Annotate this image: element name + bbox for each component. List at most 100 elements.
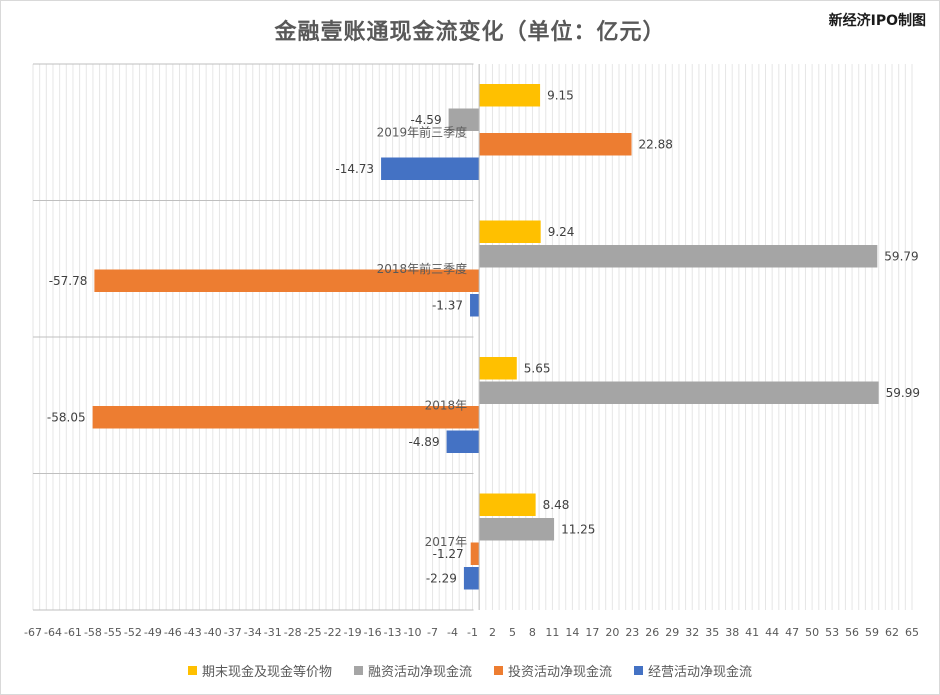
legend-item: 投资活动净现金流 (494, 661, 612, 680)
data-label: -57.78 (49, 274, 88, 288)
data-label: 8.48 (543, 498, 570, 512)
x-tick-label: -37 (224, 626, 242, 639)
legend-swatch (494, 666, 503, 675)
category-label: 2017年 (425, 535, 468, 549)
category-label: 2018年前三季度 (377, 261, 468, 276)
x-tick-label: 26 (645, 626, 659, 639)
legend-item: 经营活动净现金流 (634, 661, 752, 680)
x-tick-label: 59 (865, 626, 879, 639)
data-label: -1.27 (433, 547, 464, 561)
legend-label: 融资活动净现金流 (367, 665, 472, 680)
data-label: 9.15 (547, 88, 574, 102)
x-tick-label: 8 (529, 626, 536, 639)
x-tick-label: 47 (785, 626, 799, 639)
x-tick-label: -55 (104, 626, 122, 639)
x-tick-label: 32 (685, 626, 699, 639)
legend-swatch (187, 666, 197, 675)
x-tick-label: -4 (447, 626, 458, 639)
legend-item: 期末现金及现金等价物 (187, 661, 332, 680)
data-label: -4.89 (409, 435, 440, 449)
data-label: -14.73 (335, 162, 374, 176)
x-tick-label: 56 (845, 626, 859, 639)
x-tick-label: -52 (124, 626, 142, 639)
x-tick-label: -46 (164, 626, 182, 639)
bar (446, 430, 480, 453)
x-axis-ticks: -67 -64 -61 -58 -55 -52 -49 -46 -43 -40 -37 -34 -31-… (24, 626, 919, 639)
x-tick-label: 35 (705, 626, 719, 639)
legend: 期末现金及现金等价物 融资活动净现金流 投资活动净现金流 经营活动净现金流 (0, 661, 940, 680)
data-label: -58.05 (47, 410, 86, 424)
data-label: 59.79 (884, 249, 918, 263)
data-label: 9.24 (548, 225, 575, 239)
bar (479, 357, 517, 380)
legend-swatch (353, 666, 363, 675)
x-tick-label: -40 (204, 626, 222, 639)
x-tick-label: 38 (725, 626, 739, 639)
bar (479, 518, 555, 541)
x-tick-label: 50 (805, 626, 819, 639)
x-tick-label: -19 (344, 626, 362, 639)
x-tick-label: -28 (284, 626, 302, 639)
x-tick-label: -61 (64, 626, 82, 639)
data-label: -2.29 (426, 571, 457, 585)
bar (479, 381, 879, 404)
bar (381, 157, 480, 180)
watermark-label: 新经济IPO制图 (828, 13, 926, 29)
legend-label: 投资活动净现金流 (508, 665, 613, 680)
data-label: 11.25 (561, 522, 595, 536)
category-separators (33, 63, 474, 611)
data-label: -1.37 (432, 298, 463, 312)
x-tick-label: -58 (84, 626, 102, 639)
bar (92, 406, 480, 429)
chart-title: 金融壹账通现金流变化（单位：亿元） (274, 20, 666, 45)
x-tick-label: -34 (244, 626, 262, 639)
x-tick-label: -67 (24, 626, 42, 639)
legend-item: 融资活动净现金流 (353, 661, 472, 680)
x-tick-label: -43 (184, 626, 202, 639)
x-tick-label: -16 (364, 626, 382, 639)
x-tick-label: -64 (44, 626, 62, 639)
x-tick-label: 11 (545, 626, 559, 639)
bar (448, 108, 480, 131)
x-tick-label: 14 (565, 626, 579, 639)
data-label: -4.59 (411, 113, 442, 127)
bar (479, 220, 541, 243)
x-tick-label: 62 (885, 626, 899, 639)
x-tick-label: 23 (625, 626, 639, 639)
x-tick-label: 2 (489, 626, 496, 639)
x-tick-label: 65 (905, 626, 919, 639)
x-tick-label: -25 (304, 626, 322, 639)
x-tick-label: -1 (467, 626, 478, 639)
data-labels: 9.15 -4.59 22.88 -14.73 9.24 59.79 -57.78 -1.37… (47, 88, 920, 585)
bar (94, 269, 480, 292)
x-tick-label: 5 (509, 626, 516, 639)
category-labels: 2019年前三季度 2018年前三季度 2018年 2017年 (377, 124, 468, 549)
bar (479, 493, 536, 516)
category-label: 2019年前三季度 (377, 124, 468, 139)
x-tick-label: -7 (427, 626, 438, 639)
x-tick-label: 17 (585, 626, 599, 639)
x-tick-label: -10 (404, 626, 422, 639)
bar (479, 84, 541, 107)
bar (479, 133, 632, 156)
x-tick-label: 29 (665, 626, 679, 639)
legend-label: 经营活动净现金流 (648, 665, 753, 680)
legend-swatch (634, 666, 644, 675)
x-tick-label: 41 (745, 626, 759, 639)
x-tick-label: 53 (825, 626, 839, 639)
bar (479, 245, 878, 268)
x-tick-label: 20 (605, 626, 619, 639)
bar (470, 542, 480, 565)
x-tick-label: -49 (144, 626, 162, 639)
x-tick-label: 44 (765, 626, 779, 639)
legend-label: 期末现金及现金等价物 (201, 665, 332, 680)
category-label: 2018年 (425, 398, 468, 412)
data-label: 22.88 (639, 137, 673, 151)
bars (92, 84, 879, 590)
x-tick-label: -13 (384, 626, 402, 639)
data-label: 5.65 (524, 361, 551, 375)
bar (470, 294, 480, 317)
x-tick-label: -31 (264, 626, 282, 639)
x-tick-label: -22 (324, 626, 342, 639)
bar (463, 567, 480, 590)
